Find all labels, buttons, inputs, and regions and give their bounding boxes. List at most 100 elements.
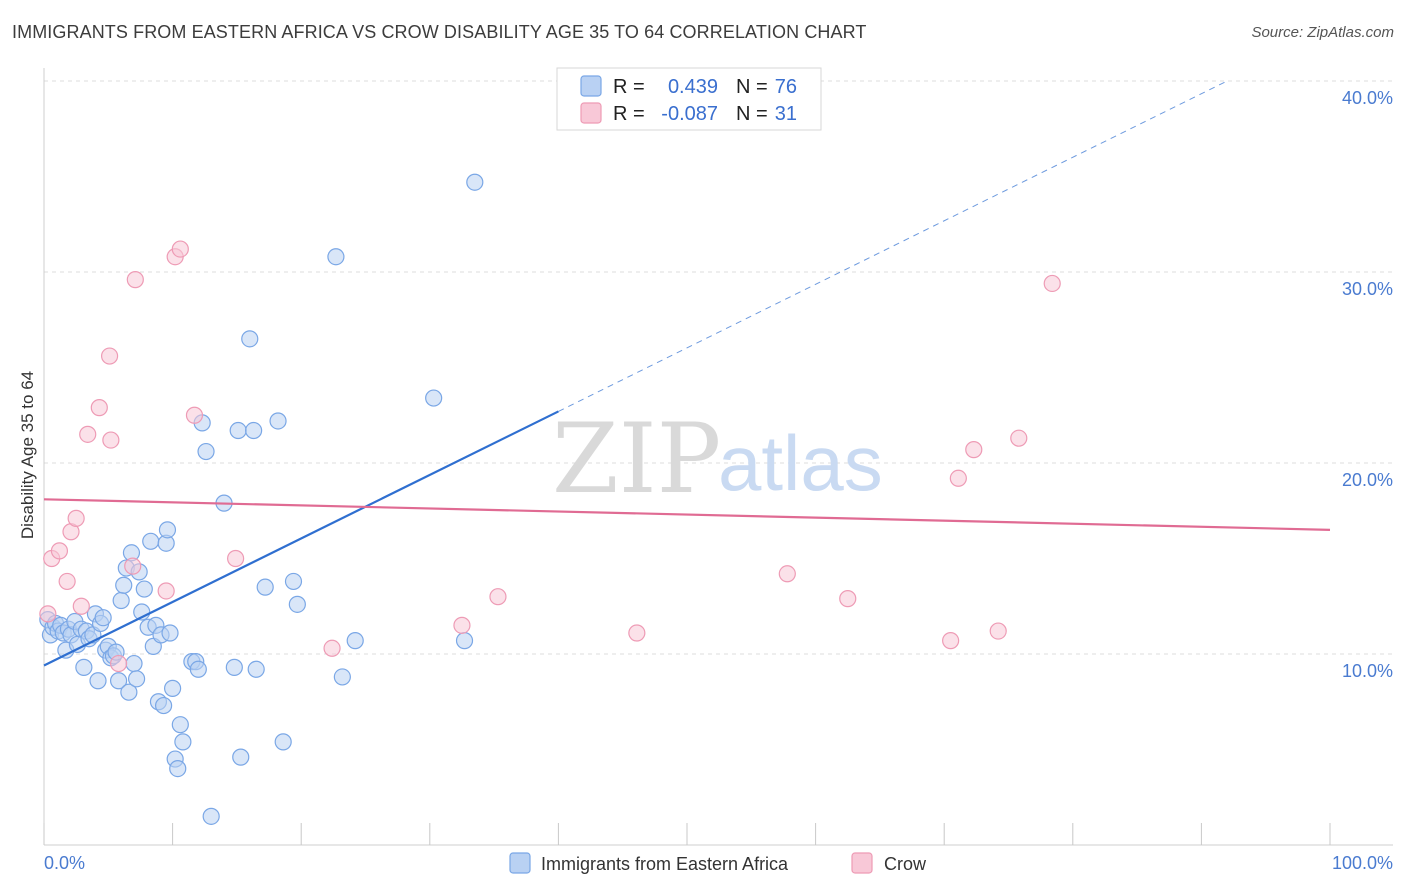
crow-point-29 (1010, 429, 1028, 447)
eastern-africa-point-75 (466, 173, 484, 191)
eastern-africa-point-43 (154, 696, 173, 715)
eastern-africa-point-26 (109, 672, 128, 690)
eastern-africa-point-33 (127, 670, 146, 688)
trend-layer (43, 80, 1331, 667)
crow-point-18 (227, 549, 245, 568)
eastern-africa-point-67 (274, 733, 292, 751)
legend-label-eastern-africa: Immigrants from Eastern Africa (541, 854, 789, 874)
crow-point-24 (839, 590, 857, 608)
crow-point-26 (949, 469, 967, 487)
crow-point-5 (67, 509, 85, 527)
legend-swatch-eastern-africa (509, 852, 531, 874)
x-tick-label-min: 0.0% (44, 853, 85, 873)
eastern-africa-point-32 (125, 654, 143, 673)
eastern-africa-point-27 (112, 591, 130, 610)
stats-n-label-blue: N = (736, 76, 768, 98)
stats-n-value-blue: 76 (775, 76, 797, 98)
crow-point-12 (124, 557, 142, 575)
eastern-africa-point-49 (169, 759, 187, 778)
crow-point-17 (185, 406, 204, 424)
eastern-africa-point-73 (425, 389, 443, 407)
y-tick-label-0: 10.0% (1342, 661, 1393, 681)
stats-swatch-pink (580, 102, 602, 124)
x-tick-labels: 0.0% 100.0% (44, 853, 1393, 873)
eastern-africa-point-69 (288, 595, 306, 613)
crow-point-2 (50, 542, 69, 560)
crow-point-21 (489, 588, 507, 606)
eastern-africa-point-68 (284, 572, 303, 591)
eastern-africa-point-72 (346, 632, 364, 650)
eastern-africa-point-57 (202, 807, 220, 825)
stats-r-label-pink: R = (613, 103, 645, 125)
eastern-africa-point-38 (142, 532, 160, 550)
axes (43, 68, 1393, 846)
eastern-africa-point-28 (115, 576, 133, 594)
eastern-africa-point-66 (269, 412, 287, 430)
stats-r-value-blue: 0.439 (668, 76, 718, 98)
eastern-africa-point-51 (174, 733, 192, 751)
eastern-africa-point-13 (75, 658, 93, 676)
gridlines (44, 80, 1393, 655)
y-tick-labels: 10.0% 20.0% 30.0% 40.0% (1342, 88, 1393, 681)
eastern-africa-point-61 (232, 748, 250, 766)
watermark-atlas: atlas (718, 419, 883, 507)
eastern-africa-point-50 (171, 716, 189, 734)
crow-point-25 (942, 632, 960, 650)
eastern-africa-trend-extension (558, 80, 1228, 412)
eastern-africa-point-60 (229, 421, 247, 440)
points-layer (39, 173, 1061, 825)
eastern-africa-point-20 (94, 609, 112, 627)
eastern-africa-point-45 (158, 521, 177, 539)
eastern-africa-point-56 (197, 442, 215, 461)
crow-point-30 (1043, 274, 1061, 293)
crow-point-0 (39, 605, 57, 623)
stats-n-value-pink: 31 (775, 103, 797, 125)
eastern-africa-point-63 (245, 421, 263, 440)
legend-label-crow: Crow (884, 854, 927, 874)
chart-title: IMMIGRANTS FROM EASTERN AFRICA VS CROW D… (12, 22, 867, 42)
crow-point-16 (171, 240, 189, 258)
series-legend: Immigrants from Eastern Africa Crow (509, 852, 927, 874)
y-tick-label-1: 20.0% (1342, 470, 1393, 490)
eastern-africa-point-36 (135, 580, 153, 598)
crow-point-27 (965, 441, 983, 459)
legend-swatch-crow (851, 852, 873, 874)
crow-point-10 (100, 347, 119, 365)
crow-point-23 (778, 565, 796, 583)
crow-point-6 (72, 597, 90, 615)
eastern-africa-point-18 (89, 672, 107, 690)
y-tick-label-2: 30.0% (1342, 279, 1393, 299)
crow-point-20 (453, 616, 471, 634)
eastern-africa-point-54 (189, 660, 207, 678)
crow-point-9 (102, 431, 120, 449)
crow-trend-line (43, 498, 1331, 531)
eastern-africa-point-71 (333, 668, 351, 686)
eastern-africa-point-65 (256, 578, 274, 596)
crow-point-14 (157, 582, 175, 600)
crow-point-7 (79, 425, 97, 443)
stats-r-label-blue: R = (613, 76, 645, 98)
eastern-africa-point-62 (241, 330, 259, 348)
y-axis-title: Disability Age 35 to 64 (18, 371, 37, 539)
stats-n-label-pink: N = (736, 103, 768, 125)
eastern-africa-point-59 (225, 658, 243, 676)
crow-point-8 (90, 399, 108, 417)
eastern-africa-trend-line (43, 410, 559, 667)
crow-point-28 (989, 622, 1007, 640)
watermark-zip: ZIP (552, 403, 721, 515)
chart-source: Source: ZipAtlas.com (1251, 24, 1394, 41)
eastern-africa-point-64 (247, 660, 265, 678)
crow-point-22 (628, 624, 646, 642)
crow-point-3 (58, 572, 76, 591)
y-tick-label-3: 40.0% (1342, 88, 1393, 108)
stats-legend: R = 0.439 N = 76 R = -0.087 N = 31 (556, 67, 822, 131)
eastern-africa-point-70 (327, 248, 345, 266)
x-tick-label-max: 100.0% (1332, 853, 1393, 873)
eastern-africa-point-30 (120, 683, 138, 701)
stats-r-value-pink: -0.087 (661, 103, 718, 125)
watermark: ZIP atlas (552, 403, 883, 515)
eastern-africa-point-47 (164, 679, 182, 697)
stats-swatch-blue (580, 75, 602, 97)
crow-point-19 (323, 639, 341, 657)
